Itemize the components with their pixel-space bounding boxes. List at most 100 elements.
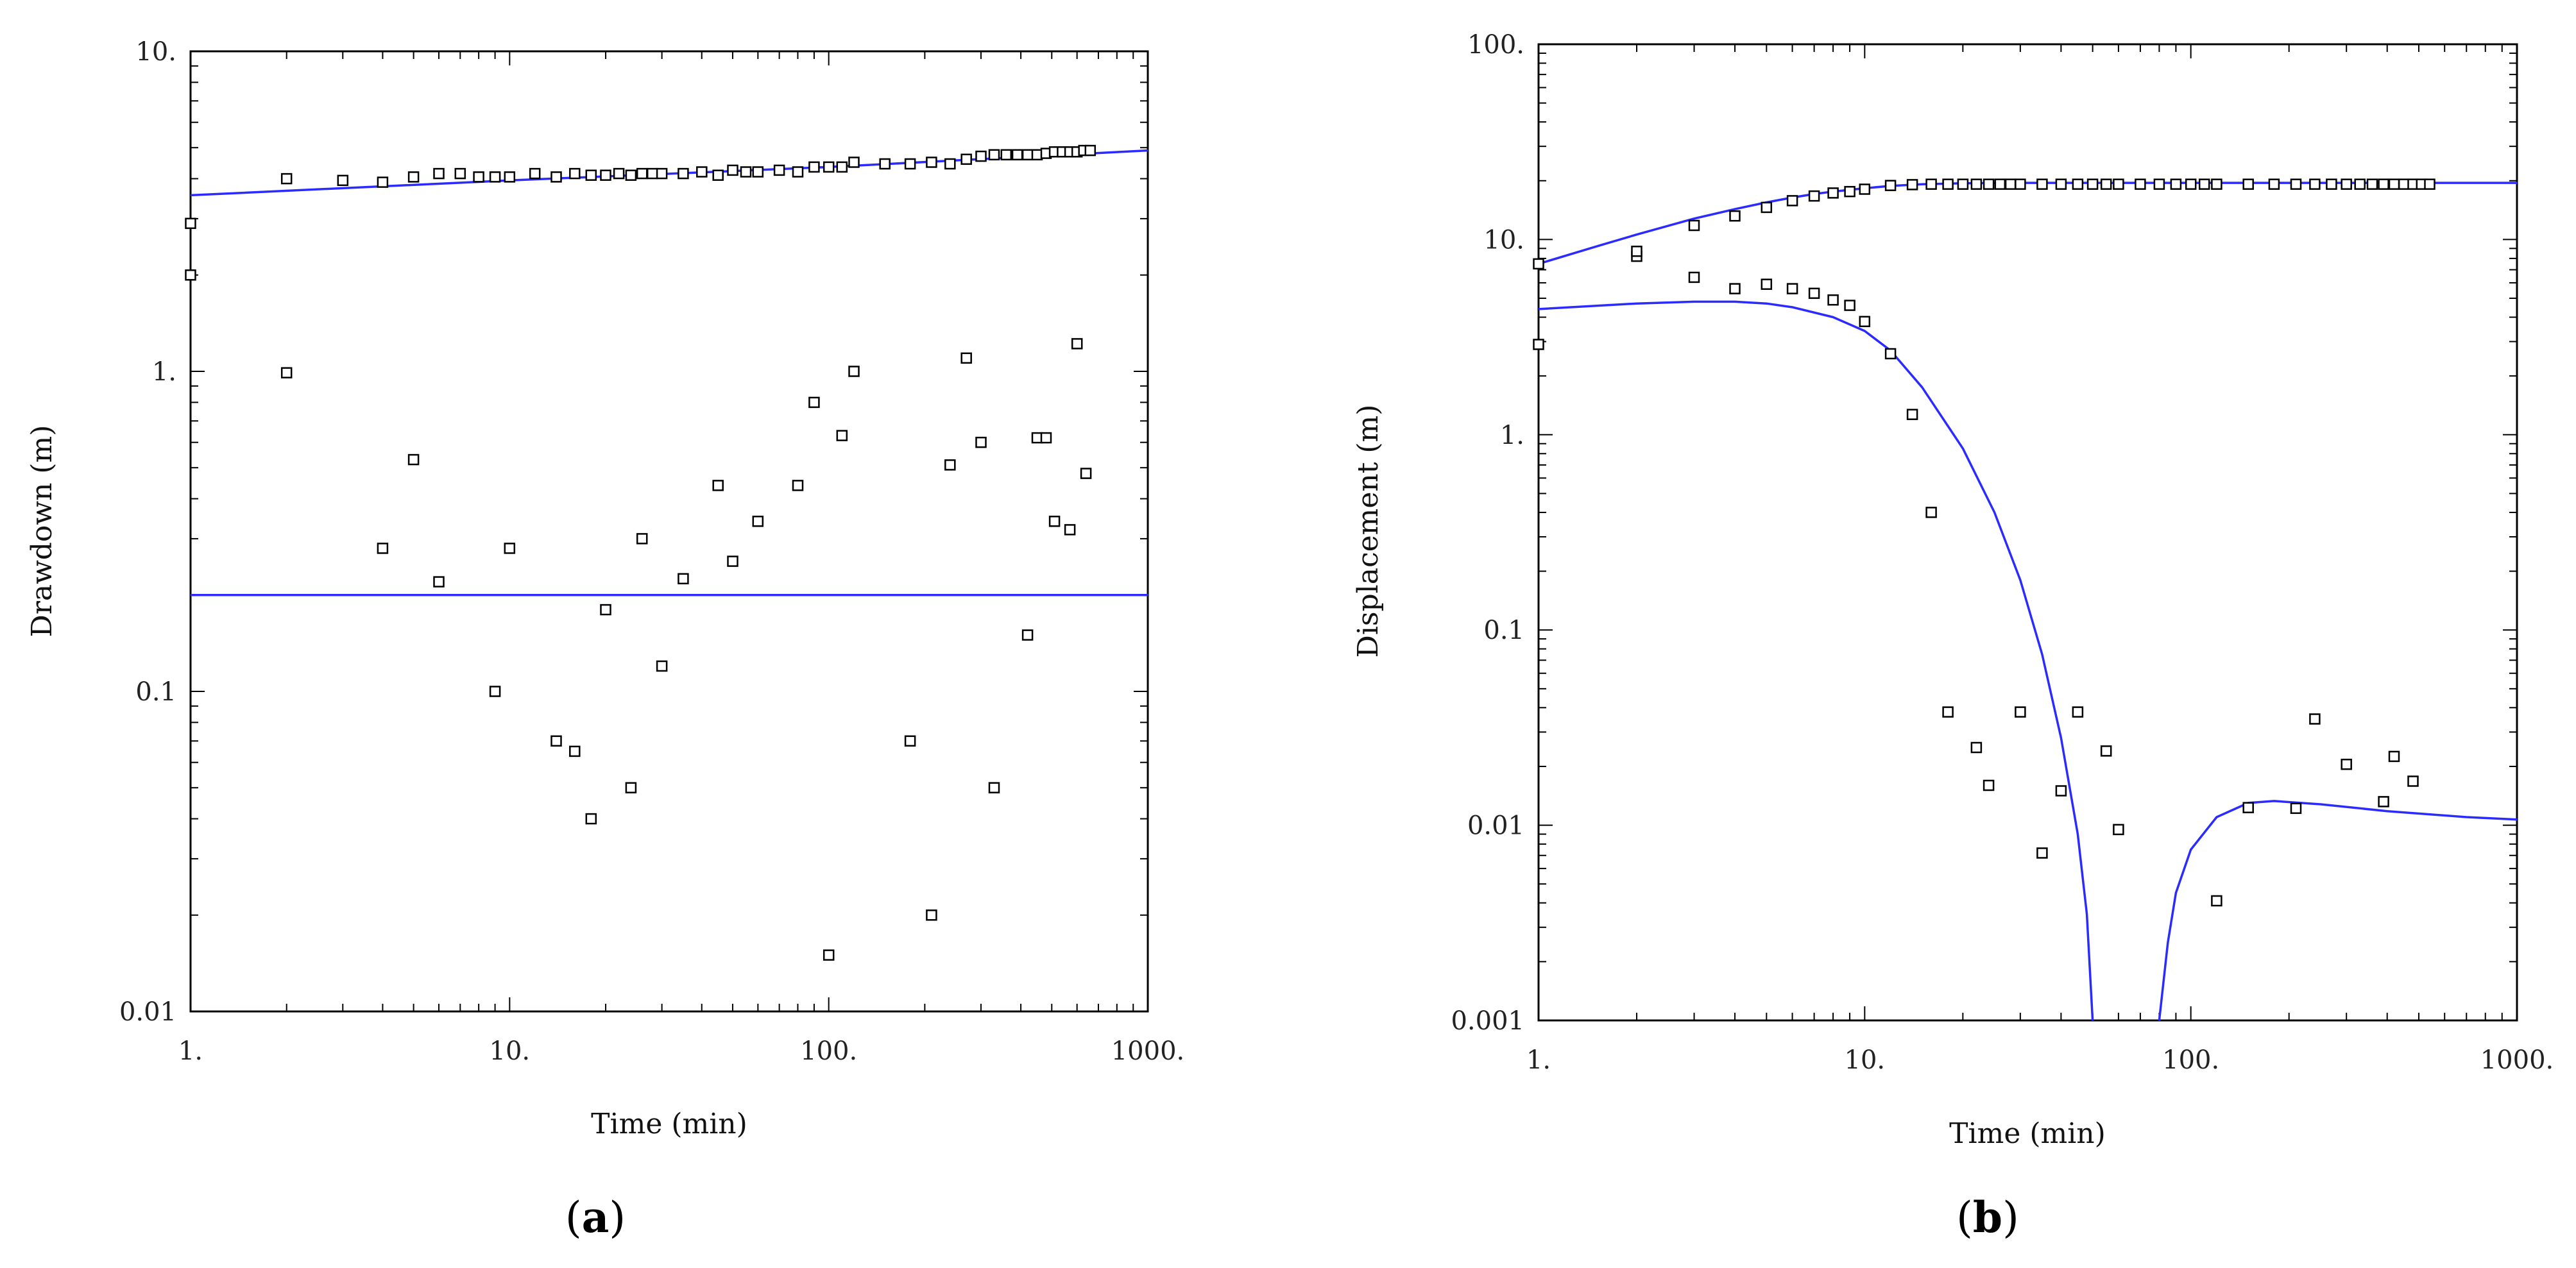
b-data-point <box>2290 178 2302 190</box>
chart-b-x-axis-title: Time (min) <box>1949 1117 2106 1150</box>
chart-b-ticks <box>1538 44 2517 1021</box>
b-data-point <box>2170 178 2182 190</box>
a-data-point <box>585 813 597 825</box>
b-y-tick-label: 1. <box>1500 421 1524 450</box>
a-data-point <box>988 149 1000 161</box>
a-data-point <box>752 516 764 527</box>
b-data-point <box>1827 294 1839 306</box>
a-data-point <box>879 158 891 170</box>
a-data-point <box>1011 149 1023 161</box>
b-x-tick-label: 1. <box>1526 1045 1551 1075</box>
b-data-point <box>1942 706 1954 718</box>
b-data-point <box>2388 178 2400 190</box>
b-data-point <box>1808 190 1820 202</box>
b-data-point <box>2290 802 2302 815</box>
a-data-point <box>636 533 648 545</box>
b-data-point <box>2366 178 2378 190</box>
a-data-point <box>407 453 420 466</box>
a-data-point <box>377 176 389 188</box>
a-data-point <box>926 156 937 168</box>
a-data-point <box>792 480 804 491</box>
a-data-point <box>280 173 293 185</box>
a-fit-upper-line <box>190 149 1148 197</box>
b-data-point <box>1827 187 1839 199</box>
a-data-point <box>585 169 597 181</box>
a-data-point <box>600 169 611 181</box>
a-data-point <box>823 949 835 961</box>
a-data-point <box>280 367 293 378</box>
b-data-point <box>2268 178 2280 190</box>
b-data-point <box>1729 283 1741 294</box>
b-data-point <box>2004 178 2017 190</box>
a-data-point <box>646 167 658 180</box>
a-data-point <box>656 167 668 180</box>
b-data-point <box>1970 178 1983 190</box>
a-data-point <box>1080 468 1092 479</box>
a-y-tick-label: 10. <box>135 37 176 67</box>
b-y-tick-label: 0.001 <box>1451 1006 1524 1036</box>
a-data-point <box>1071 338 1083 350</box>
a-data-point <box>808 161 820 173</box>
b-data-point <box>2185 178 2197 190</box>
b-fit-lower-left-line <box>1538 300 2094 1021</box>
b-data-point <box>2242 802 2254 813</box>
b-data-point <box>1533 258 1544 270</box>
b-data-point <box>1983 779 1995 791</box>
b-data-point <box>1906 179 1918 190</box>
a-data-point <box>600 604 611 616</box>
chart-a-fit-lines <box>190 149 1148 596</box>
b-data-point <box>2113 824 2124 836</box>
a-data-point <box>712 480 724 491</box>
b-y-tick-label: 0.01 <box>1467 811 1524 841</box>
b-data-point <box>1970 741 1983 754</box>
b-data-point <box>2015 706 2026 718</box>
a-data-point <box>433 167 445 180</box>
a-data-point <box>473 171 484 183</box>
a-data-point <box>773 164 785 176</box>
b-y-tick-label: 100. <box>1467 30 1524 60</box>
b-data-point <box>2211 895 2222 907</box>
a-data-point <box>1021 629 1034 641</box>
b-data-point <box>2341 758 2352 770</box>
a-x-tick-label: 1000. <box>1111 1036 1185 1066</box>
a-data-point <box>185 269 196 281</box>
b-data-point <box>2072 178 2084 190</box>
a-data-point <box>848 156 860 168</box>
a-data-point <box>975 436 987 448</box>
b-data-point <box>1533 339 1544 350</box>
b-y-tick-label: 10. <box>1483 225 1524 255</box>
chart-b-tick-labels: 1. 10. 100. 1000. 0.001 0.01 0.1 1. 10. 100. <box>1451 30 2554 1075</box>
b-data-point <box>1884 180 1897 191</box>
b-data-point <box>2036 847 2048 859</box>
chart-b-panel-label: (b) <box>1956 1192 2019 1242</box>
a-data-point <box>944 459 956 471</box>
a-data-point <box>960 153 972 165</box>
a-data-point <box>550 171 562 183</box>
b-data-point <box>1859 316 1871 328</box>
b-x-tick-label: 100. <box>2162 1045 2219 1075</box>
a-data-point <box>727 164 738 176</box>
a-data-point <box>569 167 581 180</box>
b-data-point <box>2072 706 2084 718</box>
b-data-point <box>2211 178 2222 190</box>
a-data-point <box>337 174 349 187</box>
b-data-point <box>2424 178 2435 190</box>
b-data-point <box>1688 271 1700 283</box>
b-data-point <box>2113 178 2124 190</box>
a-data-point <box>848 366 860 377</box>
a-data-point <box>678 573 689 585</box>
a-y-tick-label: 0.1 <box>135 677 176 707</box>
b-data-point <box>2100 745 2112 757</box>
chart-a-panel-label: (a) <box>565 1192 626 1242</box>
a-data-point <box>1084 144 1096 156</box>
a-data-point <box>185 217 196 230</box>
a-data-point <box>1048 516 1061 527</box>
a-data-point <box>625 782 637 793</box>
b-data-point <box>2407 775 2419 787</box>
a-data-point <box>696 166 708 178</box>
b-data-point <box>2086 178 2099 190</box>
a-data-point <box>960 352 972 364</box>
a-data-point <box>740 166 752 178</box>
a-data-point <box>752 166 764 178</box>
